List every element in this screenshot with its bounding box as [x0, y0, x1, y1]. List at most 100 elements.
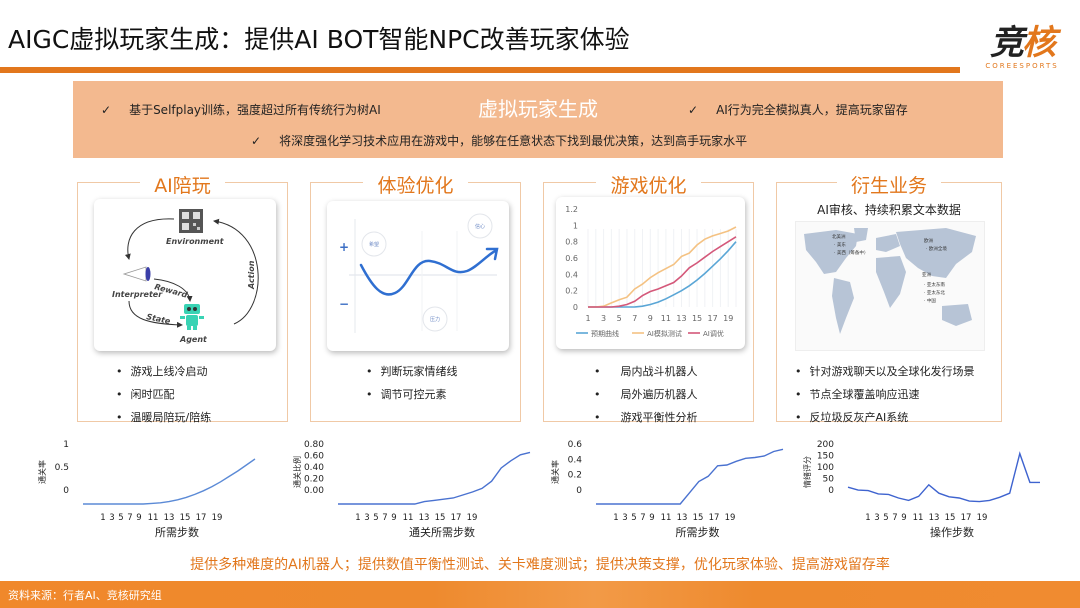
check-icon: ✓: [251, 134, 262, 148]
x-tick-label: 7: [632, 314, 637, 323]
x-tick-label: 19: [977, 513, 988, 523]
x-tick-label: 11: [403, 513, 414, 523]
map-label-as2: · 亚太东北: [924, 289, 945, 296]
card-title: 体验优化: [363, 175, 468, 197]
y-tick-label: 0: [63, 486, 69, 496]
mini-chart-3: 0 0.2 0.4 0.6 通关率 1 3 5 7 9 11 13 15 17 19 所需步数: [548, 432, 793, 544]
bullet-dot: •: [116, 365, 123, 378]
bullet-item: • 调节可控元素: [366, 386, 458, 402]
x-axis-label: 通关所需步数: [409, 525, 475, 539]
y-tick-label: 0.2: [568, 471, 582, 481]
card-subtitle: AI审核、持续积累文本数据: [817, 203, 961, 217]
x-tick-label: 11: [661, 513, 672, 523]
bullet-text: 闲时匹配: [130, 388, 175, 401]
bottom-summary: 提供多种难度的AI机器人；提供数值平衡性测试、关卡难度测试；提供决策支撑，优化玩…: [190, 557, 890, 573]
y-tick-label: 0: [828, 486, 834, 496]
agent-robot-icon: [180, 304, 204, 330]
interpreter-eye: [145, 267, 151, 281]
y-tick-label: 0.4: [568, 455, 583, 465]
y-tick-label: 0.20: [304, 475, 324, 485]
y-tick-label: 0.6: [565, 254, 578, 263]
banner-title: 虚拟玩家生成: [478, 97, 598, 121]
x-tick-label: 1: [865, 513, 870, 523]
card-game-optimization: 游戏优化 0 0.2 0.4 0.6 0.8 1 1.2 1 3 5 7 9 11 13 15 17 19 预期曲…: [543, 175, 754, 424]
x-tick-label: 19: [723, 314, 733, 323]
emotion-curve-panel: + − 希望 信心 压力: [327, 201, 509, 351]
series-line-2: [588, 236, 737, 308]
card-experience-optimization: 体验优化 + − 希望 信心 压力 • 判断玩家情绪线 • 调节可控元素: [310, 175, 521, 422]
y-tick-label: 0.5: [55, 463, 69, 473]
y-tick-label: 0: [573, 303, 578, 312]
map-label-na2: · 美西（筹备中）: [834, 249, 868, 256]
source-note: 资料来源：行者AI、竞核研究组: [8, 589, 162, 602]
x-tick-label: 17: [709, 513, 720, 523]
x-tick-label: 7: [127, 513, 132, 523]
y-axis-label: 通关率: [550, 460, 560, 484]
confidence-label: 信心: [475, 223, 485, 230]
bullet-list: • 判断玩家情绪线 • 调节可控元素: [366, 363, 458, 409]
map-label-as: 亚洲: [922, 272, 931, 278]
bullet-item: • 节点全球覆盖响应迅速: [795, 386, 975, 402]
map-label-as1: · 亚太东南: [924, 281, 945, 288]
card-ai-companion: AI陪玩 Environment Action Interpreter: [77, 175, 288, 424]
bullet-dot: •: [594, 411, 601, 424]
rl-diagram: Environment Action Interpreter Reward St…: [94, 199, 276, 351]
bullet-item: • 反垃圾反灰产AI系统: [795, 409, 975, 425]
mini-chart-4: 0 50 100 150 200 情绪评分 1 3 5 7 9 11 13 15 17 19 操作步数: [800, 432, 1050, 544]
plus-label: +: [339, 240, 349, 254]
action-label: Action: [247, 260, 256, 290]
interpreter-label: Interpreter: [112, 290, 163, 299]
bullet-dot: •: [366, 388, 373, 401]
y-tick-label: 0.40: [304, 463, 324, 473]
europe: [876, 234, 900, 252]
bullet-text: 局外遍历机器人: [620, 388, 698, 401]
x-tick-label: 11: [661, 314, 671, 323]
y-tick-label: 50: [823, 475, 835, 485]
x-tick-label: 13: [164, 513, 175, 523]
rl-diagram-svg: Environment Action Interpreter Reward St…: [112, 209, 259, 344]
bullet-text: 针对游戏聊天以及全球化发行场景: [809, 365, 975, 378]
x-tick-label: 19: [212, 513, 223, 523]
card-title: 游戏优化: [596, 175, 701, 197]
series-line-1: [588, 226, 737, 308]
x-tick-label: 5: [118, 513, 123, 523]
x-tick-label: 13: [676, 314, 686, 323]
map-label-as3: · 中国: [924, 297, 936, 304]
x-tick-label: 9: [649, 513, 654, 523]
y-tick-label: 0: [576, 486, 582, 496]
legend-label: 预期曲线: [591, 329, 619, 338]
x-tick-label: 5: [617, 314, 622, 323]
title-underline: [0, 67, 960, 73]
south-america: [832, 278, 854, 334]
y-tick-label: 0.80: [304, 440, 324, 450]
x-tick-label: 9: [901, 513, 906, 523]
arrow-env-interpreter: [124, 218, 175, 260]
logo-english: COREESPORTS: [985, 62, 1059, 70]
bullet-dot: •: [366, 365, 373, 378]
x-tick-label: 13: [929, 513, 940, 523]
y-tick-label: 0.2: [565, 287, 578, 296]
arrow-up-icon: [485, 247, 499, 261]
x-tick-label: 15: [435, 513, 446, 523]
banner-point-2: ✓ AI行为完全模拟真人，提高玩家留存: [688, 101, 908, 118]
x-tick-label: 17: [961, 513, 972, 523]
x-tick-label: 9: [648, 314, 653, 323]
x-tick-label: 17: [196, 513, 207, 523]
bullet-text: 反垃圾反灰产AI系统: [809, 411, 909, 424]
logo-char-2: 核: [1022, 23, 1056, 63]
bullet-item: • 判断玩家情绪线: [366, 363, 458, 379]
series-line: [847, 451, 1040, 503]
x-tick-label: 13: [419, 513, 430, 523]
arrow-action: [213, 218, 259, 325]
x-tick-label: 1: [585, 314, 590, 323]
x-tick-label: 17: [451, 513, 462, 523]
legend-label: AI调优: [703, 329, 724, 338]
bullet-text: 温暖局陪玩/陪练: [130, 411, 212, 424]
world-map: 北美洲 · 美东 · 美西（筹备中） 欧洲 · 欧洲全境 亚洲 · 亚太东南 ·…: [795, 221, 985, 351]
banner-point-1: ✓ 基于Selfplay训练，强度超过所有传统行为树AI: [101, 101, 381, 118]
y-tick-label: 1.2: [565, 205, 578, 214]
banner-point-3: ✓ 将深度强化学习技术应用在游戏中，能够在任意状态下找到最优决策，达到高手玩家水平: [251, 132, 747, 149]
africa: [876, 256, 906, 308]
card-title: AI陪玩: [140, 175, 225, 197]
